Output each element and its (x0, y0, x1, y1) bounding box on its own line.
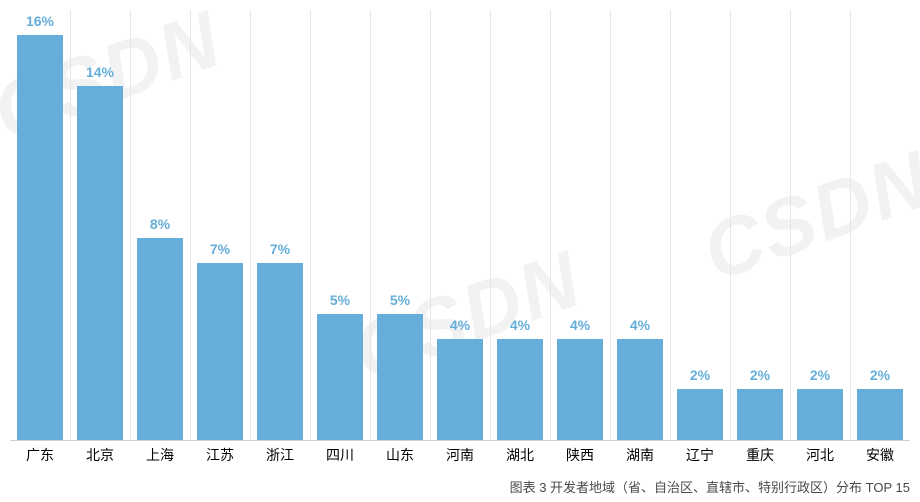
bar-value-label: 4% (450, 317, 470, 333)
bar-value-label: 2% (750, 367, 770, 383)
bar-value-label: 4% (510, 317, 530, 333)
bar-value-label: 5% (330, 292, 350, 308)
bar-value-label: 16% (26, 13, 54, 29)
bar (377, 314, 423, 440)
bar (677, 389, 723, 440)
x-axis-label: 重庆 (730, 445, 790, 465)
x-axis-label: 陕西 (550, 445, 610, 465)
x-axis-label: 辽宁 (670, 445, 730, 465)
bar-group: 7% (250, 10, 310, 440)
bar-value-label: 5% (390, 292, 410, 308)
bar (317, 314, 363, 440)
bar-group: 2% (850, 10, 910, 440)
x-axis-label: 河南 (430, 445, 490, 465)
bar (437, 339, 483, 440)
bar (257, 263, 303, 440)
bar-group: 4% (610, 10, 670, 440)
bar-group: 2% (670, 10, 730, 440)
bar-value-label: 2% (870, 367, 890, 383)
x-axis-label: 上海 (130, 445, 190, 465)
x-axis-label: 浙江 (250, 445, 310, 465)
bar-value-label: 7% (270, 241, 290, 257)
bar-value-label: 14% (86, 64, 114, 80)
bar-group: 14% (70, 10, 130, 440)
bar-group: 2% (730, 10, 790, 440)
bar-group: 7% (190, 10, 250, 440)
bar (137, 238, 183, 440)
bar-value-label: 2% (690, 367, 710, 383)
bar-value-label: 8% (150, 216, 170, 232)
x-axis-label: 四川 (310, 445, 370, 465)
x-axis-label: 河北 (790, 445, 850, 465)
bar (737, 389, 783, 440)
bar-group: 8% (130, 10, 190, 440)
bar (17, 35, 63, 440)
bar-value-label: 7% (210, 241, 230, 257)
bar (797, 389, 843, 440)
bar-group: 16% (10, 10, 70, 440)
bar-group: 5% (310, 10, 370, 440)
x-axis-label: 安徽 (850, 445, 910, 465)
x-axis-label: 湖南 (610, 445, 670, 465)
bar-group: 4% (490, 10, 550, 440)
bar-value-label: 2% (810, 367, 830, 383)
bar (77, 86, 123, 440)
x-axis-label: 江苏 (190, 445, 250, 465)
chart-caption: 图表 3 开发者地域（省、自治区、直辖市、特别行政区）分布 TOP 15 (510, 477, 910, 496)
x-axis-label: 湖北 (490, 445, 550, 465)
bar (497, 339, 543, 440)
bar-group: 5% (370, 10, 430, 440)
bar-group: 2% (790, 10, 850, 440)
x-axis-label: 广东 (10, 445, 70, 465)
bar-group: 4% (550, 10, 610, 440)
x-axis-label: 北京 (70, 445, 130, 465)
bar (857, 389, 903, 440)
bar (197, 263, 243, 440)
bar-group: 4% (430, 10, 490, 440)
x-axis-line (10, 440, 910, 441)
bar (557, 339, 603, 440)
bar-chart: 16%14%8%7%7%5%5%4%4%4%4%2%2%2%2% 广东北京上海江… (0, 0, 920, 460)
x-axis-label: 山东 (370, 445, 430, 465)
bar-value-label: 4% (570, 317, 590, 333)
bar-value-label: 4% (630, 317, 650, 333)
bar (617, 339, 663, 440)
